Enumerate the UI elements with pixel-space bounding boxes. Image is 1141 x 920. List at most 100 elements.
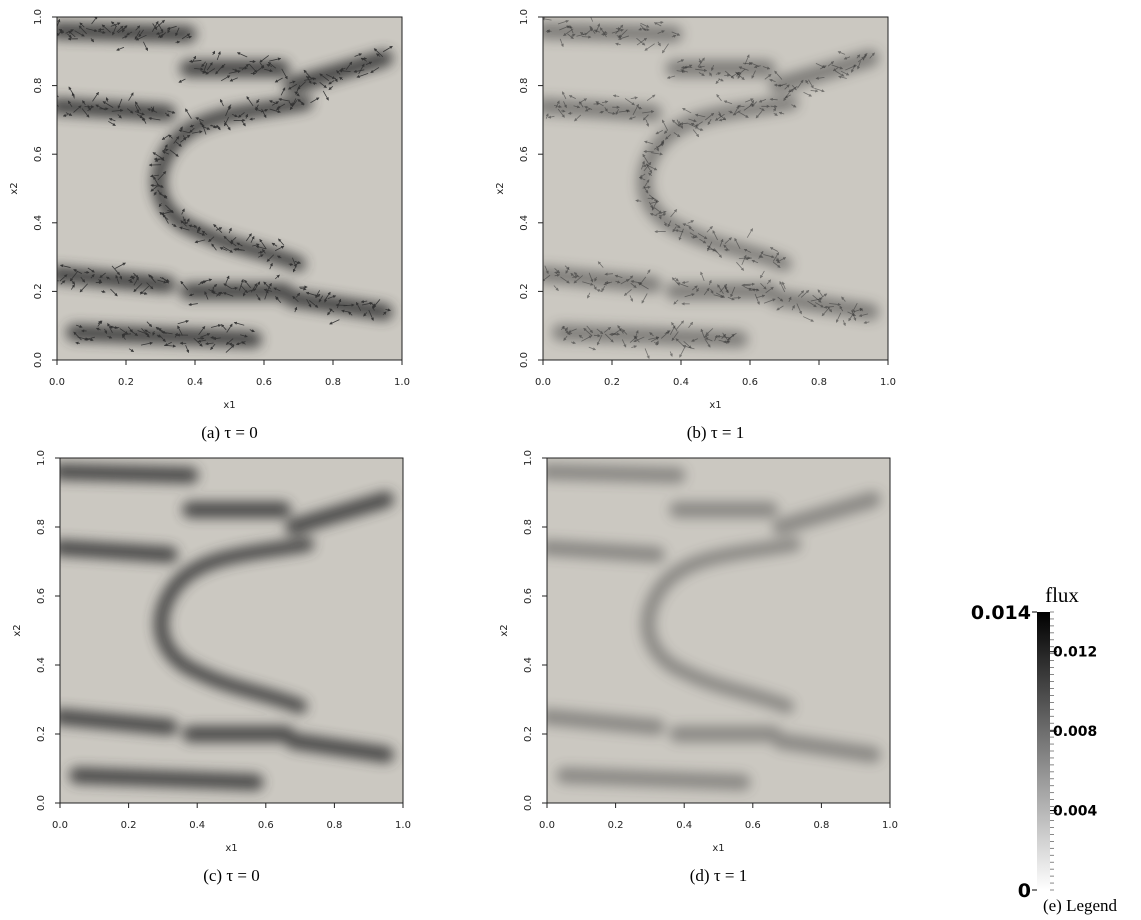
arrow bbox=[751, 288, 759, 292]
arrow bbox=[135, 34, 147, 41]
arrow bbox=[101, 24, 111, 33]
arrow bbox=[368, 309, 374, 321]
arrow bbox=[165, 204, 174, 214]
arrow bbox=[749, 62, 760, 67]
arrow bbox=[743, 103, 754, 111]
arrow bbox=[254, 281, 261, 290]
arrows bbox=[537, 17, 875, 359]
arrow bbox=[259, 238, 267, 250]
arrow bbox=[194, 67, 204, 71]
arrow bbox=[723, 100, 733, 105]
arrow bbox=[637, 282, 649, 290]
arrow bbox=[108, 118, 116, 122]
y-axis-label: x2 bbox=[9, 182, 20, 194]
arrow bbox=[543, 17, 552, 21]
arrow bbox=[561, 91, 567, 100]
arrow bbox=[153, 176, 159, 185]
arrow bbox=[724, 285, 730, 293]
arrow bbox=[150, 183, 162, 188]
arrow bbox=[738, 68, 746, 75]
shade-band bbox=[285, 732, 394, 763]
y-tick-label: 0.8 bbox=[36, 519, 47, 535]
arrow bbox=[336, 70, 341, 75]
shade-band bbox=[556, 767, 751, 791]
arrow bbox=[151, 20, 159, 32]
arrow bbox=[199, 280, 207, 284]
arrow bbox=[630, 96, 638, 100]
arrow bbox=[714, 334, 718, 342]
arrow bbox=[275, 296, 282, 303]
x-tick-label: 0.2 bbox=[121, 820, 137, 831]
arrow bbox=[625, 109, 630, 113]
arrow bbox=[181, 208, 185, 215]
y-tick-label: 0.4 bbox=[519, 215, 530, 231]
arrow bbox=[829, 302, 842, 306]
arrow bbox=[807, 300, 817, 308]
arrow bbox=[694, 113, 706, 118]
arrow bbox=[90, 273, 95, 279]
arrow bbox=[647, 269, 651, 275]
arrow bbox=[653, 207, 662, 214]
arrow bbox=[213, 224, 223, 233]
arrow bbox=[269, 57, 282, 62]
arrow bbox=[579, 101, 584, 108]
arrow bbox=[185, 108, 192, 120]
x-tick-label: 0.6 bbox=[742, 377, 758, 388]
arrow bbox=[107, 335, 113, 339]
arrow bbox=[754, 293, 760, 305]
arrow bbox=[744, 54, 750, 65]
arrow bbox=[146, 321, 153, 328]
arrow bbox=[563, 335, 568, 341]
arrow bbox=[716, 334, 729, 339]
arrow bbox=[382, 45, 393, 53]
arrow bbox=[618, 35, 630, 41]
shade-band bbox=[641, 537, 801, 714]
caption: (c) τ = 0 bbox=[203, 866, 260, 885]
arrow bbox=[223, 120, 231, 131]
arrow bbox=[329, 308, 335, 313]
arrow bbox=[631, 345, 638, 349]
arrow bbox=[281, 68, 288, 80]
x-tick-label: 0.2 bbox=[118, 377, 134, 388]
arrow bbox=[817, 289, 823, 297]
arrow bbox=[138, 29, 144, 38]
plot-frame bbox=[56, 16, 403, 361]
arrow bbox=[716, 94, 722, 102]
y-tick-label: 0.4 bbox=[523, 657, 534, 673]
arrow bbox=[736, 261, 745, 271]
arrow bbox=[670, 209, 678, 218]
arrow bbox=[817, 293, 828, 301]
arrow bbox=[659, 213, 667, 217]
arrow bbox=[69, 271, 78, 282]
shade-band bbox=[547, 463, 686, 484]
arrow bbox=[719, 283, 728, 293]
arrow bbox=[593, 334, 601, 338]
x-tick-label: 0.8 bbox=[811, 377, 827, 388]
arrow bbox=[249, 329, 255, 333]
arrow bbox=[696, 287, 700, 293]
arrow bbox=[537, 99, 542, 100]
arrow bbox=[684, 293, 695, 298]
arrow bbox=[651, 199, 658, 211]
arrow bbox=[264, 68, 273, 73]
arrow bbox=[671, 331, 679, 342]
shade-band bbox=[547, 708, 665, 736]
arrow bbox=[779, 257, 787, 262]
arrow bbox=[791, 304, 795, 311]
x-tick-label: 0.2 bbox=[604, 377, 620, 388]
arrow bbox=[211, 124, 217, 129]
arrow bbox=[671, 321, 678, 332]
field bbox=[547, 458, 890, 803]
arrow bbox=[181, 33, 191, 40]
arrow bbox=[298, 99, 305, 106]
arrow bbox=[775, 259, 781, 264]
y-tick-label: 0.0 bbox=[523, 795, 534, 811]
arrow bbox=[143, 41, 149, 52]
arrow bbox=[700, 328, 705, 339]
arrow bbox=[553, 285, 559, 292]
arrow bbox=[292, 295, 299, 303]
arrow bbox=[245, 113, 249, 119]
arrow bbox=[587, 292, 591, 299]
arrow bbox=[180, 134, 191, 143]
arrow bbox=[615, 27, 621, 31]
